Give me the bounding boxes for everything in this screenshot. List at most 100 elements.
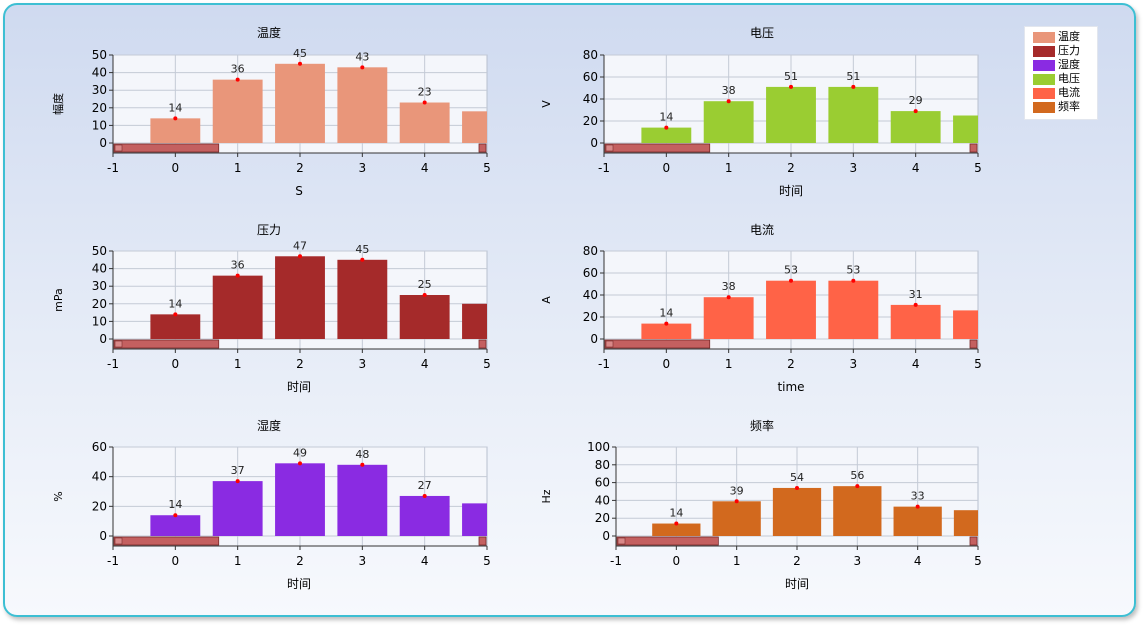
bar — [150, 314, 201, 339]
x-tick-label: 5 — [974, 161, 982, 175]
chart-title: 温度 — [257, 25, 281, 40]
x-tick-label: 4 — [421, 554, 429, 568]
scrollbar-button — [114, 340, 123, 348]
data-label: 27 — [418, 479, 432, 492]
y-tick-label: 60 — [92, 440, 107, 454]
legend-item: 温度 — [1033, 30, 1097, 44]
x-tick-label: 4 — [914, 554, 922, 568]
bar — [275, 463, 325, 536]
data-label: 36 — [231, 63, 245, 76]
y-tick-label: 60 — [595, 476, 610, 490]
y-tick-label: 0 — [602, 529, 610, 543]
x-tick-label: 1 — [234, 161, 242, 175]
x-tick-label: 2 — [296, 161, 304, 175]
data-point-marker — [235, 273, 240, 278]
y-tick-label: 20 — [92, 499, 107, 513]
scrollbar-button — [478, 143, 487, 153]
y-tick-label: 20 — [92, 297, 107, 311]
data-label: 25 — [418, 278, 432, 291]
bar — [712, 501, 761, 536]
x-tick-label: 0 — [663, 357, 671, 371]
x-tick-label: -1 — [610, 554, 622, 568]
bar — [337, 464, 388, 536]
data-label: 49 — [293, 446, 307, 459]
data-point-marker — [795, 485, 799, 490]
legend-swatch — [1033, 87, 1055, 99]
y-tick-label: 30 — [92, 83, 107, 97]
x-tick-label: 5 — [483, 357, 491, 371]
data-point-marker — [913, 109, 918, 114]
bar — [212, 481, 263, 536]
x-axis-label: 时间 — [785, 577, 809, 591]
data-point-marker — [664, 125, 669, 130]
x-tick-label: 0 — [663, 161, 671, 175]
data-point-marker — [235, 77, 240, 82]
x-axis-label: 时间 — [287, 577, 311, 591]
data-point-marker — [789, 84, 793, 89]
x-axis-label: time — [777, 380, 804, 394]
scrollbar-button — [114, 537, 123, 545]
data-point-marker — [915, 504, 920, 509]
y-tick-label: 80 — [595, 458, 610, 472]
x-tick-label: 4 — [912, 161, 920, 175]
legend-label: 温度 — [1058, 30, 1080, 43]
data-label: 53 — [784, 264, 798, 277]
bar — [766, 280, 816, 339]
bar — [150, 118, 201, 143]
data-label: 23 — [418, 86, 432, 99]
x-axis-label: S — [295, 184, 303, 198]
x-tick-label: -1 — [107, 357, 119, 371]
x-tick-label: 4 — [421, 357, 429, 371]
bar — [953, 115, 978, 143]
y-tick-label: 40 — [583, 92, 598, 106]
scrollbar-thumb — [113, 536, 220, 546]
x-tick-label: 2 — [296, 357, 304, 371]
data-point-marker — [851, 278, 856, 283]
x-tick-label: 5 — [483, 161, 491, 175]
data-point-marker — [855, 484, 860, 489]
bar — [337, 67, 388, 143]
bar — [893, 506, 942, 536]
bar — [772, 487, 822, 536]
y-tick-label: 50 — [92, 244, 107, 258]
data-point-marker — [298, 254, 302, 259]
data-point-marker — [173, 513, 178, 518]
x-tick-label: 3 — [854, 554, 862, 568]
y-axis-label: 幅度 — [51, 93, 65, 115]
scrollbar-button — [478, 339, 487, 349]
x-tick-label: 3 — [359, 357, 367, 371]
data-point-marker — [235, 479, 240, 484]
data-label: 43 — [355, 50, 369, 63]
x-tick-label: -1 — [598, 161, 610, 175]
data-label: 14 — [168, 101, 182, 114]
bar — [399, 495, 450, 536]
y-tick-label: 60 — [583, 70, 598, 84]
y-axis-label: Hz — [540, 489, 553, 503]
data-point-marker — [360, 65, 365, 70]
x-tick-label: 1 — [733, 554, 741, 568]
data-label: 14 — [168, 297, 182, 310]
y-tick-label: 0 — [99, 529, 107, 543]
bar — [641, 127, 692, 143]
x-tick-label: 0 — [172, 161, 180, 175]
scrollbar-button — [605, 144, 614, 152]
data-point-marker — [173, 312, 178, 317]
bar — [399, 295, 450, 339]
data-label: 47 — [293, 239, 307, 252]
data-label: 51 — [784, 70, 798, 83]
chart-title: 电压 — [750, 26, 774, 40]
bar — [833, 486, 882, 536]
data-label: 45 — [355, 243, 369, 256]
data-point-marker — [726, 99, 731, 104]
bar — [275, 63, 325, 143]
data-label: 54 — [790, 471, 804, 484]
data-label: 33 — [911, 490, 925, 503]
bar — [890, 304, 941, 339]
bar — [150, 515, 201, 536]
legend: 温度 压力 湿度 电压 电流 频率 — [1024, 26, 1098, 120]
y-tick-label: 60 — [583, 266, 598, 280]
chart-title: 频率 — [750, 418, 774, 433]
